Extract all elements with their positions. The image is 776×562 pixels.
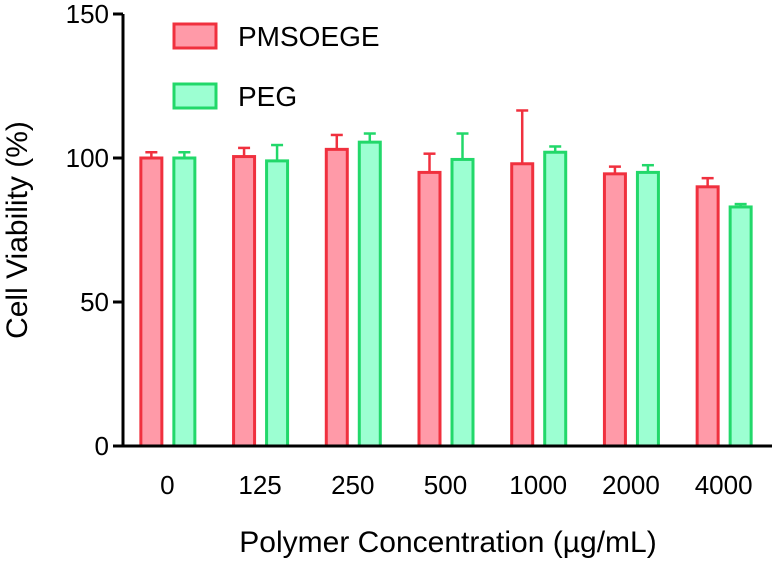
- y-tick-label-100: 100: [66, 143, 109, 173]
- legend: PMSOEGE PEG: [172, 21, 380, 112]
- x-axis-title: Polymer Concentration (µg/mL): [239, 526, 656, 559]
- legend-label-peg: PEG: [238, 81, 297, 112]
- x-ticks: 0 125 250 500 1000 2000 4000: [160, 470, 752, 500]
- bar-peg-4000: [728, 205, 753, 448]
- x-tick-label-2000: 2000: [602, 470, 660, 500]
- bar-peg-250: [357, 140, 382, 448]
- bars-layer: [139, 140, 753, 448]
- x-tick-label-4000: 4000: [695, 470, 753, 500]
- bar-pmsoege-125: [232, 155, 257, 448]
- bar-pmsoege-4000: [695, 185, 720, 448]
- legend-label-pmsoege: PMSOEGE: [238, 21, 380, 52]
- y-tick-label-0: 0: [95, 431, 109, 461]
- bar-pmsoege-2000: [602, 172, 627, 448]
- error-bars-layer: [145, 109, 747, 207]
- bar-pmsoege-1000: [510, 162, 535, 448]
- bar-pmsoege-250: [324, 147, 349, 448]
- legend-swatch-pmsoege: [172, 22, 218, 50]
- y-axis-title: Cell Viability (%): [1, 121, 34, 339]
- bar-peg-125: [265, 159, 290, 448]
- x-tick-label-250: 250: [331, 470, 374, 500]
- y-tick-label-50: 50: [80, 287, 109, 317]
- y-tick-label-150: 150: [66, 0, 109, 29]
- bar-peg-2000: [635, 170, 660, 448]
- bar-peg-500: [450, 157, 475, 448]
- x-tick-label-1000: 1000: [509, 470, 567, 500]
- bar-pmsoege-0: [139, 156, 164, 448]
- bar-pmsoege-500: [417, 170, 442, 448]
- x-tick-label-500: 500: [424, 470, 467, 500]
- x-tick-label-125: 125: [238, 470, 281, 500]
- x-tick-label-0: 0: [160, 470, 174, 500]
- bar-peg-1000: [543, 150, 568, 448]
- legend-swatch-peg: [172, 82, 218, 110]
- bar-peg-0: [172, 156, 197, 448]
- y-ticks: 0 50 100 150: [66, 0, 123, 461]
